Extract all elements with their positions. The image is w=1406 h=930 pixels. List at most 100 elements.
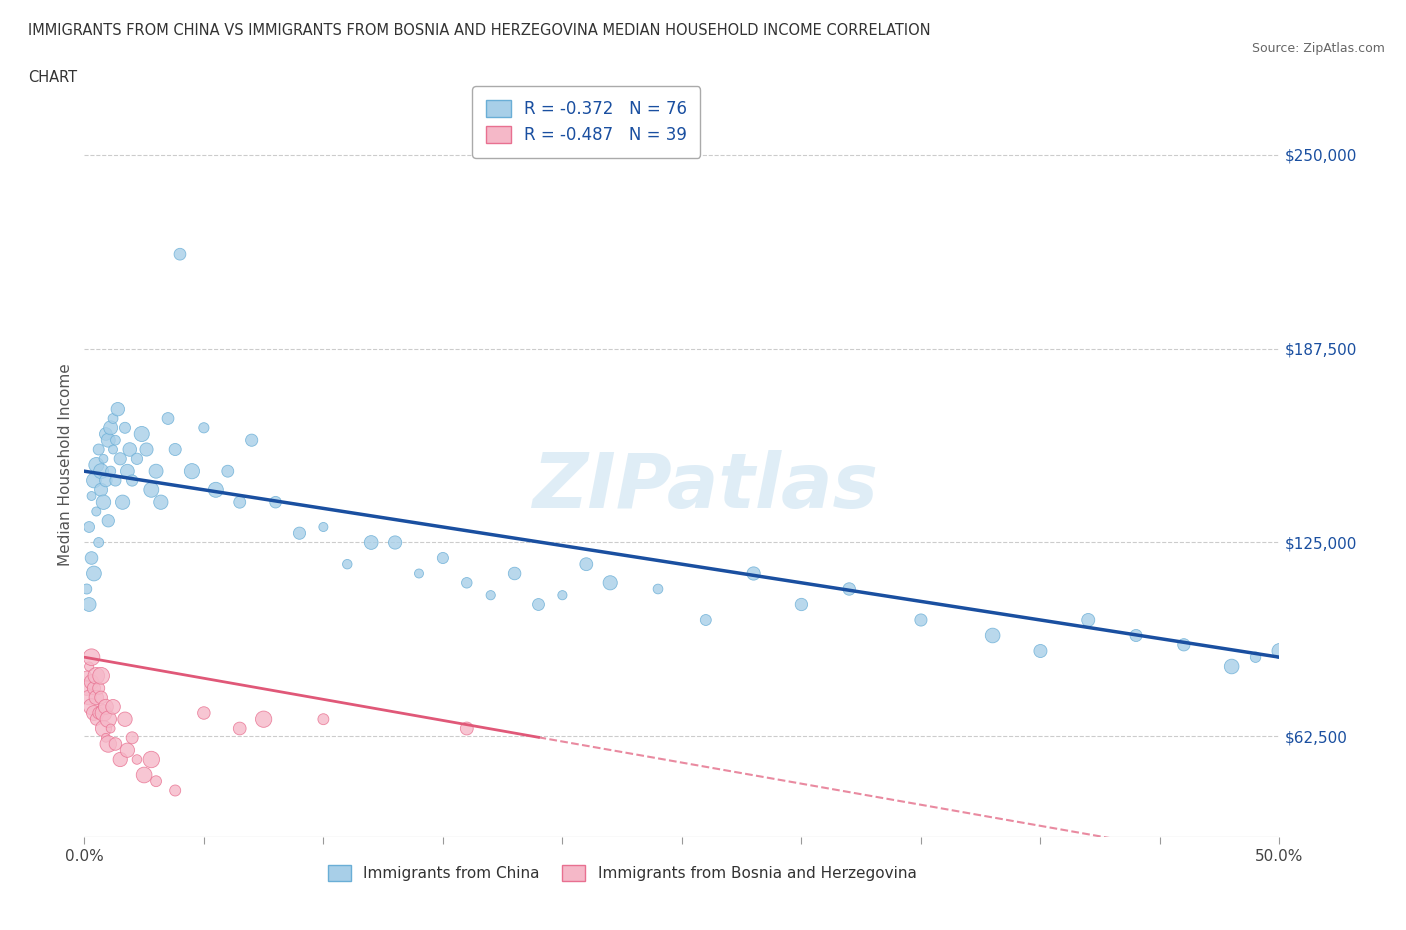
Point: [1077, 613, 1099, 628]
Point: [87, 681, 110, 696]
Point: [86, 711, 108, 726]
Point: [104, 432, 127, 447]
Text: ZIPatlas: ZIPatlas: [533, 450, 879, 525]
Point: [87, 535, 110, 550]
Point: [125, 451, 148, 466]
Text: Source: ZipAtlas.com: Source: ZipAtlas.com: [1251, 42, 1385, 55]
Point: [86, 504, 108, 519]
Point: [408, 566, 430, 581]
Point: [165, 783, 187, 798]
Point: [336, 557, 359, 572]
Point: [910, 613, 932, 628]
Point: [145, 464, 167, 479]
Point: [90, 690, 112, 705]
Point: [456, 721, 478, 736]
Point: [181, 464, 204, 479]
Point: [193, 706, 215, 721]
Point: [229, 721, 252, 736]
Point: [100, 721, 122, 736]
Point: [121, 730, 143, 745]
Point: [117, 464, 139, 479]
Point: [205, 483, 228, 498]
Point: [110, 752, 132, 767]
Point: [1173, 637, 1195, 652]
Point: [83, 706, 105, 721]
Point: [1244, 650, 1267, 665]
Point: [742, 566, 765, 581]
Point: [93, 495, 115, 510]
Point: [87, 442, 110, 457]
Point: [695, 613, 717, 628]
Point: [135, 442, 157, 457]
Point: [80, 488, 103, 503]
Point: [599, 576, 621, 591]
Point: [86, 690, 108, 705]
Point: [111, 495, 134, 510]
Point: [86, 669, 108, 684]
Point: [169, 246, 191, 261]
Point: [229, 495, 252, 510]
Point: [114, 420, 136, 435]
Point: [981, 628, 1004, 643]
Point: [1029, 644, 1052, 658]
Point: [101, 411, 124, 426]
Point: [165, 442, 187, 457]
Point: [288, 525, 311, 540]
Point: [94, 699, 117, 714]
Point: [131, 427, 153, 442]
Point: [110, 451, 132, 466]
Point: [479, 588, 502, 603]
Point: [83, 473, 105, 488]
Point: [240, 432, 263, 447]
Text: IMMIGRANTS FROM CHINA VS IMMIGRANTS FROM BOSNIA AND HERZEGOVINA MEDIAN HOUSEHOLD: IMMIGRANTS FROM CHINA VS IMMIGRANTS FROM…: [28, 23, 931, 38]
Point: [217, 464, 239, 479]
Point: [93, 706, 115, 721]
Point: [157, 411, 180, 426]
Point: [1125, 628, 1147, 643]
Point: [94, 427, 117, 442]
Point: [107, 402, 129, 417]
Point: [132, 767, 156, 782]
Point: [114, 711, 136, 726]
Point: [104, 473, 127, 488]
Point: [90, 669, 112, 684]
Point: [1268, 644, 1291, 658]
Point: [101, 699, 124, 714]
Point: [80, 674, 103, 689]
Point: [384, 535, 406, 550]
Point: [83, 566, 105, 581]
Point: [527, 597, 550, 612]
Point: [80, 699, 103, 714]
Point: [77, 597, 100, 612]
Point: [77, 659, 100, 674]
Point: [360, 535, 382, 550]
Point: [121, 473, 143, 488]
Text: CHART: CHART: [28, 70, 77, 85]
Point: [456, 576, 478, 591]
Point: [253, 711, 276, 726]
Point: [551, 588, 574, 603]
Point: [575, 557, 598, 572]
Point: [94, 730, 117, 745]
Point: [117, 743, 139, 758]
Point: [93, 721, 115, 736]
Point: [97, 737, 120, 751]
Point: [312, 711, 335, 726]
Point: [83, 681, 105, 696]
Point: [100, 464, 122, 479]
Point: [77, 690, 100, 705]
Point: [125, 752, 148, 767]
Point: [118, 442, 141, 457]
Point: [93, 451, 115, 466]
Point: [76, 581, 98, 596]
Point: [100, 420, 122, 435]
Point: [97, 711, 120, 726]
Y-axis label: Median Household Income: Median Household Income: [58, 364, 73, 566]
Point: [149, 495, 172, 510]
Point: [647, 581, 669, 596]
Point: [503, 566, 526, 581]
Point: [80, 551, 103, 565]
Point: [104, 737, 127, 751]
Point: [87, 706, 110, 721]
Point: [97, 432, 120, 447]
